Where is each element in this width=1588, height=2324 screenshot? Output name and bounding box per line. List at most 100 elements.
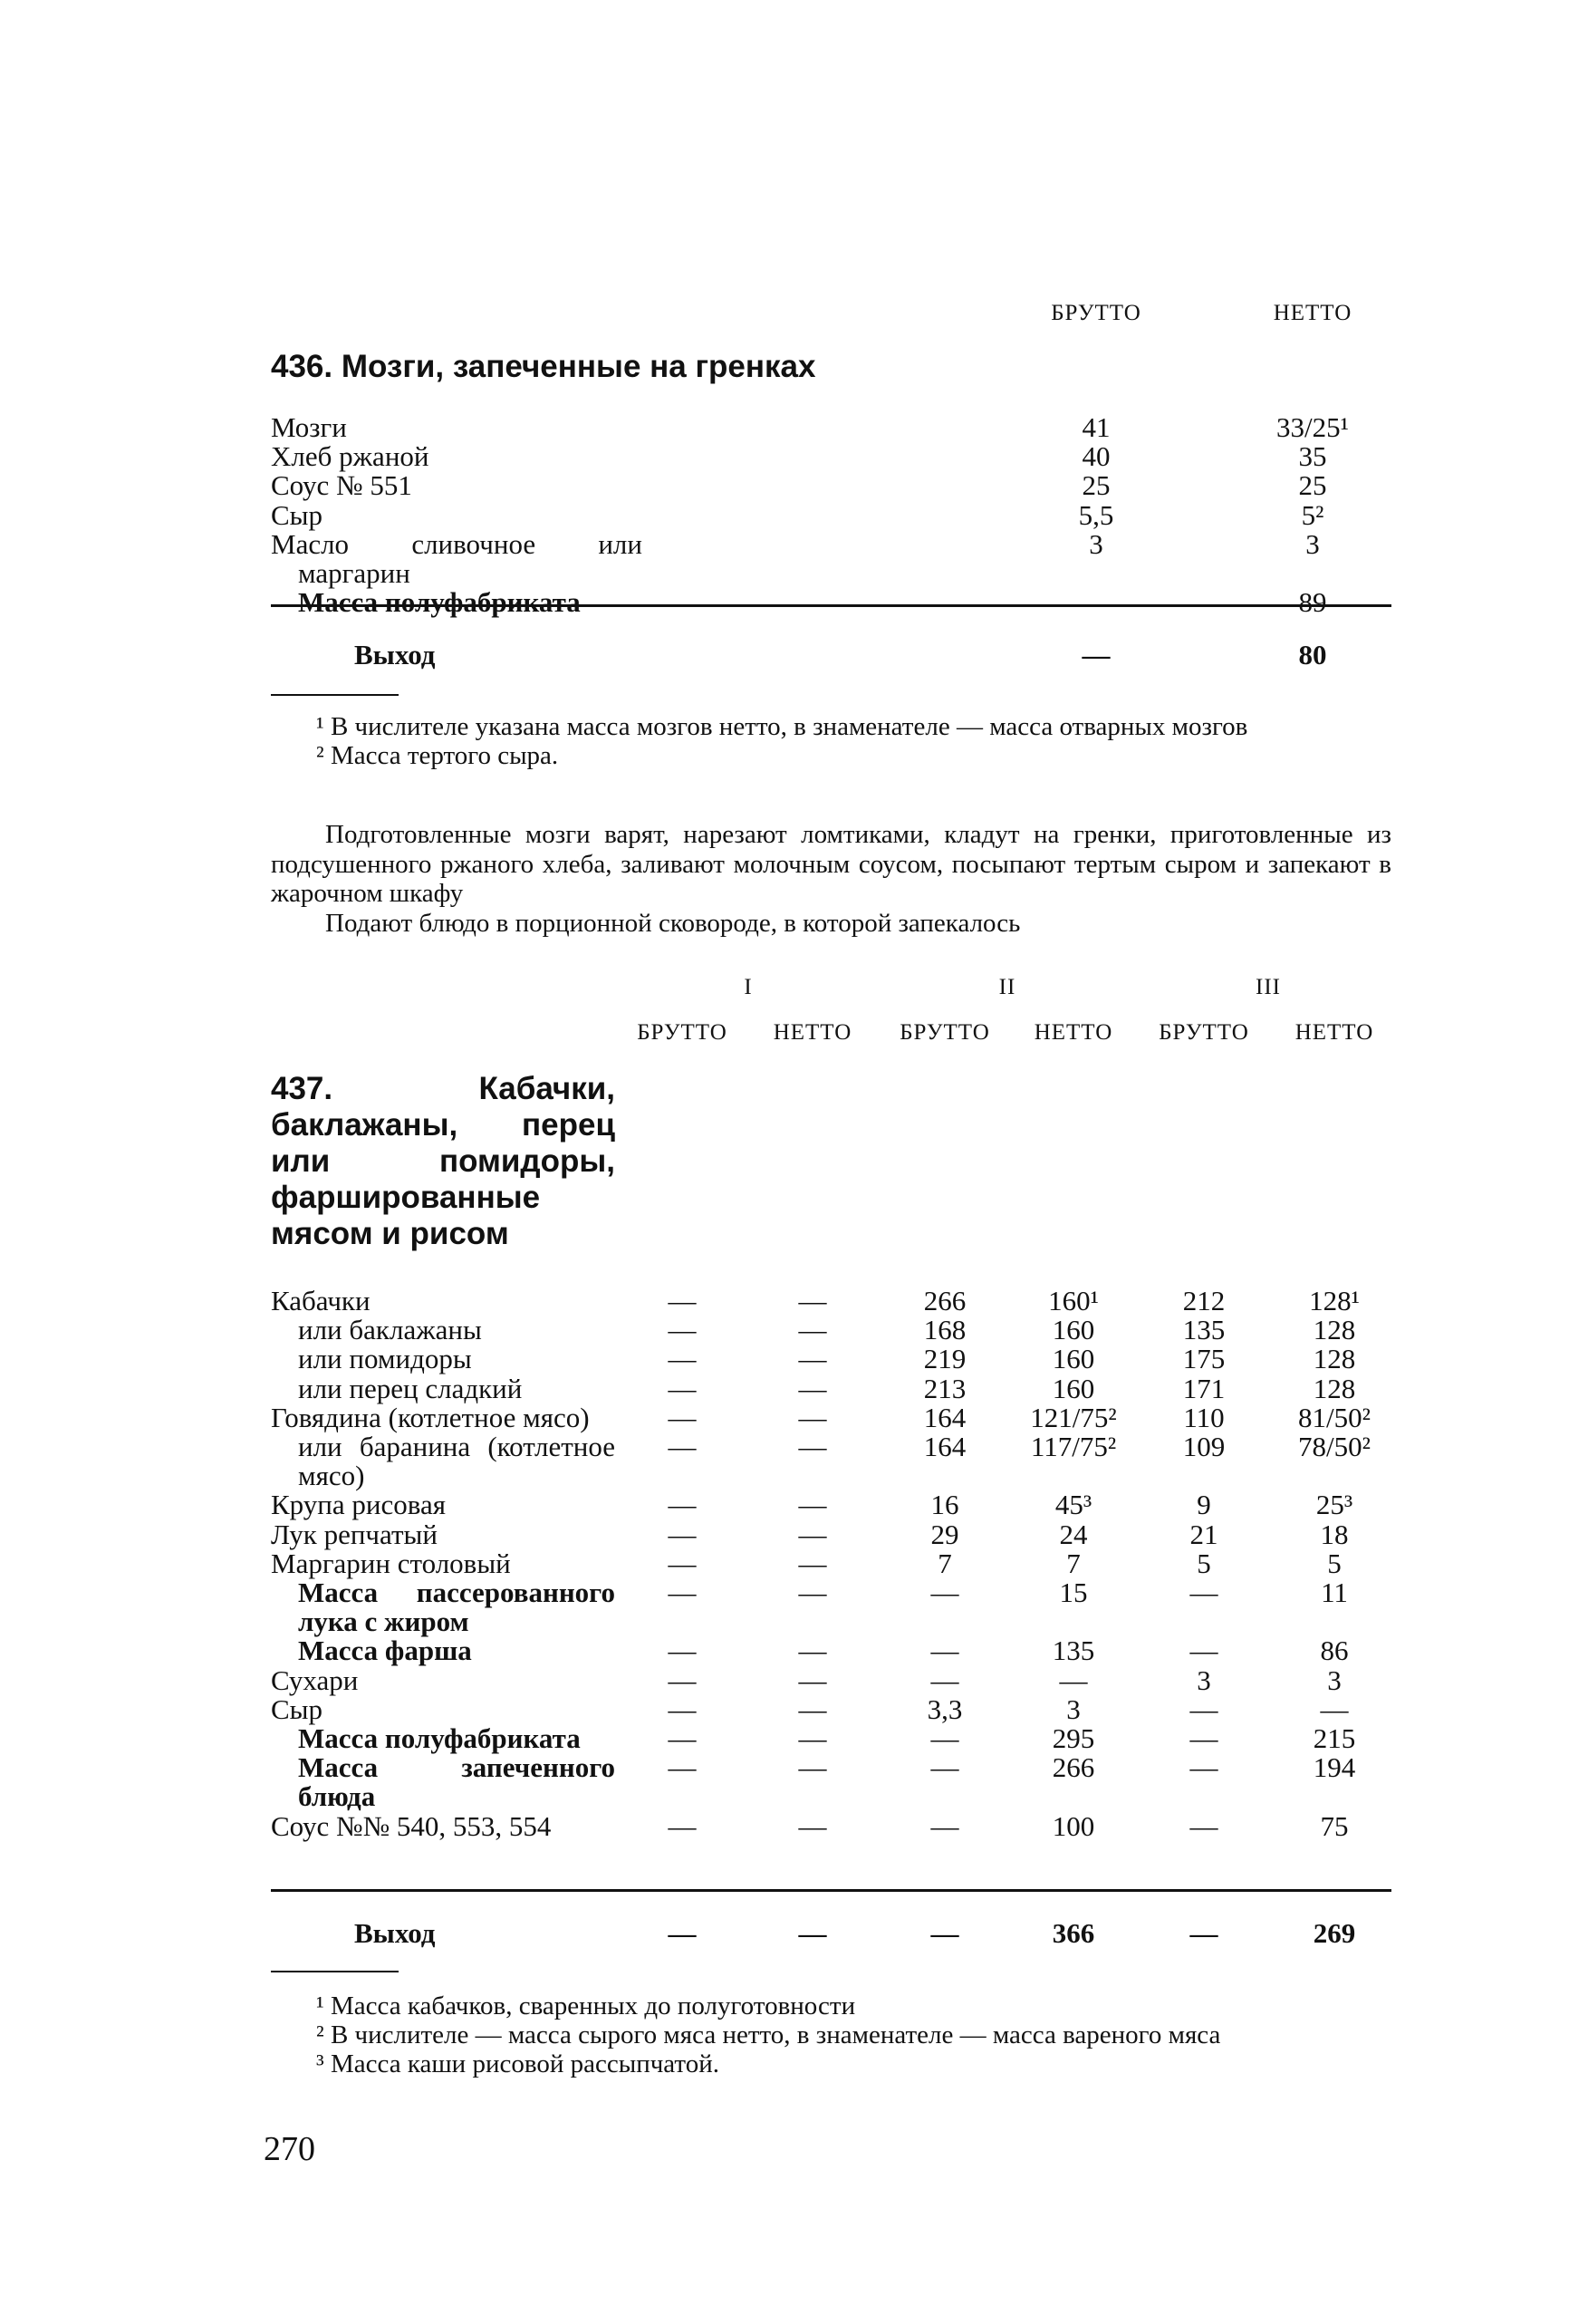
value-cell: 5 (1327, 1547, 1342, 1579)
row-label: Лук репчатый (271, 1518, 438, 1550)
value-cell: 128 (1313, 1314, 1356, 1346)
row-label: Сухари (271, 1663, 359, 1696)
table-row: Мозги 41 33/25¹ (271, 411, 1391, 443)
recipe-437-table: Кабачки — —266 160¹ 212 128¹ или баклажаны — —16… (271, 1286, 1391, 1842)
value-cell: — (798, 1751, 827, 1784)
recipe-436-table: Мозги 41 33/25¹ Хлеб ржаной 40 35 Соус № 551 25… (271, 411, 1391, 619)
value-cell: — (1189, 1751, 1218, 1784)
value-cell: — (1082, 586, 1111, 619)
value-cell: 160 (1052, 1314, 1095, 1346)
column-header-brutto: БРУТТО (1159, 1020, 1249, 1045)
value-cell: 7 (1066, 1547, 1081, 1579)
row-label: Мозги (271, 411, 347, 443)
value-cell: 25 (1082, 469, 1111, 502)
value-cell: — (798, 1722, 827, 1755)
column-header-brutto: БРУТТО (637, 1020, 727, 1045)
value-cell: 194 (1313, 1751, 1356, 1784)
value-cell: — (930, 1663, 959, 1696)
value-cell: — (930, 1751, 959, 1784)
value-cell: — (1189, 1635, 1218, 1667)
value-cell: 29 (930, 1518, 959, 1550)
instruction-paragraph: Подают блюдо в порционной сковороде, в к… (325, 908, 1021, 938)
value-cell: — (798, 1343, 827, 1375)
value-cell: — (1189, 1809, 1218, 1842)
row-label: Масса запеченного блюда (298, 1751, 615, 1813)
table-row: Сыр — — 3,3 3 — — (271, 1692, 1391, 1725)
value-cell: 16 (930, 1489, 959, 1521)
value-cell: 41 (1082, 411, 1111, 443)
value-cell: — (930, 1809, 959, 1842)
value-cell: — (668, 1917, 697, 1949)
value-cell: 18 (1320, 1518, 1349, 1550)
row-label: Масло сливочное или маргарин (271, 527, 642, 590)
row-label: Сыр (271, 1692, 323, 1725)
value-cell: — (798, 1518, 827, 1550)
value-cell: — (798, 1917, 827, 1949)
value-cell: 89 (1298, 586, 1327, 619)
value-cell: — (668, 1692, 697, 1725)
value-cell: 164 (923, 1401, 967, 1433)
footnote-1: ¹ Масса кабачков, сваренных до полуготов… (316, 1991, 856, 2020)
value-cell: 266 (1052, 1751, 1095, 1784)
row-label: Масса полуфабриката (298, 1722, 581, 1755)
footnote-divider (271, 694, 399, 696)
row-label: Масса пассерованного лука с жиром (298, 1577, 615, 1638)
value-cell: — (668, 1343, 697, 1375)
value-cell: 11 (1321, 1577, 1348, 1609)
value-cell: 5² (1301, 498, 1324, 531)
row-label: Масса полуфабриката (298, 586, 581, 619)
value-cell: 40 (1082, 440, 1111, 473)
row-label: Выход (354, 1917, 436, 1949)
value-cell: 9 (1197, 1489, 1211, 1521)
value-cell: — (668, 1547, 697, 1579)
table-row: Крупа рисовая — — 16 45³ 9 25³ (271, 1490, 1391, 1519)
value-cell: — (668, 1722, 697, 1755)
row-label: Масса фарша (298, 1635, 472, 1667)
value-cell: — (668, 1518, 697, 1550)
column-header-netto: НЕТТО (1273, 301, 1352, 325)
value-cell: 160 (1052, 1372, 1095, 1404)
value-cell: — (1189, 1577, 1218, 1609)
value-cell: — (668, 1489, 697, 1521)
table-row: Масса фарша — — — 135 — 86 (271, 1636, 1391, 1665)
value-cell: 366 (1052, 1917, 1095, 1949)
value-cell: 213 (923, 1372, 967, 1404)
value-cell: — (668, 1372, 697, 1404)
value-cell: — (798, 1547, 827, 1579)
value-cell: 135 (1052, 1635, 1095, 1667)
value-cell: — (668, 1401, 697, 1433)
table-row: Масло сливочное или маргарин 3 3 (271, 527, 1391, 590)
value-cell: — (668, 1809, 697, 1842)
value-cell: — (1189, 1692, 1218, 1725)
value-cell: — (1082, 639, 1111, 670)
value-cell: — (1189, 1917, 1218, 1949)
column-header-netto: НЕТТО (1034, 1020, 1113, 1045)
value-cell: 80 (1298, 639, 1327, 670)
value-cell: — (668, 1751, 697, 1784)
value-cell: 121/75² (1030, 1401, 1117, 1433)
value-cell: — (1189, 1722, 1218, 1755)
table-row: или баклажаны — — 168 160 135 128 (271, 1316, 1391, 1345)
table-row: Соус №№ 540, 553, 554 — — — 100 — 75 (271, 1809, 1391, 1842)
value-cell: — (1059, 1663, 1088, 1696)
table-row: Хлеб ржаной 40 35 (271, 442, 1391, 471)
row-label: Соус № 551 (271, 469, 412, 502)
value-cell: 35 (1298, 440, 1327, 473)
table-row: или баранина (котлетное мясо) — — 164 117/75… (271, 1432, 1391, 1490)
value-cell: 175 (1182, 1343, 1226, 1375)
row-label: Сыр (271, 498, 323, 531)
value-cell: 215 (1313, 1722, 1356, 1755)
value-cell: 135 (1182, 1314, 1226, 1346)
output-row: Выход — 80 (271, 639, 1391, 670)
group-header-1: I (744, 975, 753, 999)
value-cell: — (798, 1314, 827, 1346)
value-cell: — (930, 1917, 959, 1949)
recipe-436-instructions: Подготовленные мозги варят, нарезают лом… (271, 820, 1391, 938)
table-row: Говядина (котлетное мясо) — — 164 121/75² 110… (271, 1403, 1391, 1432)
value-cell: 3 (1327, 1663, 1342, 1696)
table-divider (271, 1889, 1391, 1892)
value-cell: 168 (923, 1314, 967, 1346)
table-row: Маргарин столовый — — 7 7 5 5 (271, 1547, 1391, 1579)
table-row: или перец сладкий — — 213 160 171 128 (271, 1374, 1391, 1403)
value-cell: 295 (1052, 1722, 1095, 1755)
